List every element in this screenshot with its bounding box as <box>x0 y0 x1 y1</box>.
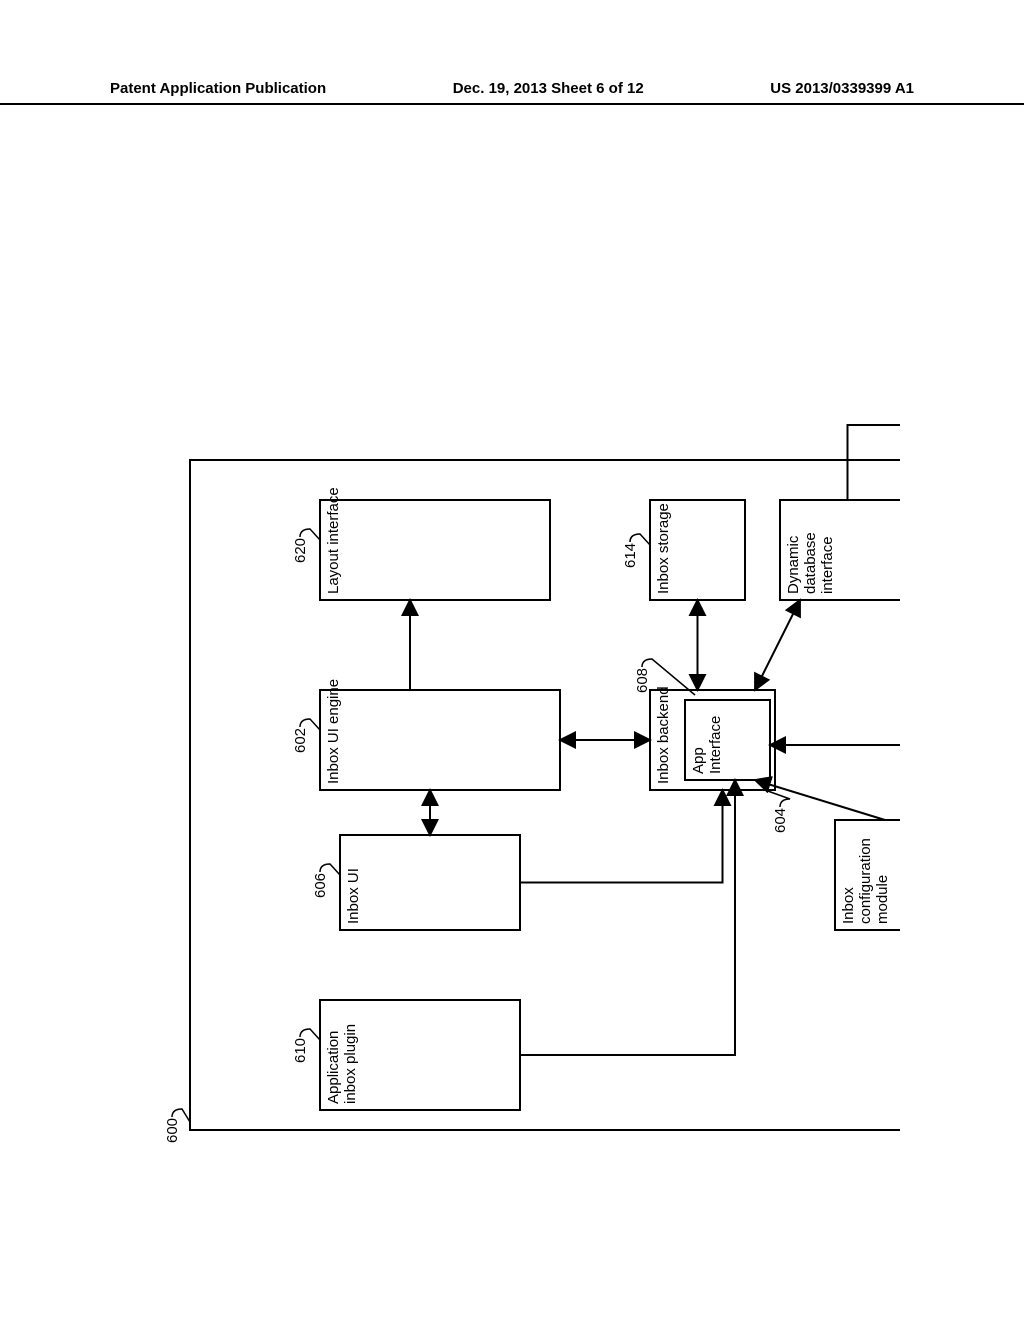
svg-text:606: 606 <box>312 873 329 898</box>
svg-text:inbox plugin: inbox plugin <box>342 1024 359 1104</box>
svg-text:608: 608 <box>634 668 651 693</box>
svg-text:App: App <box>690 747 707 774</box>
svg-text:Application: Application <box>325 1031 342 1104</box>
svg-text:interface: interface <box>819 536 836 594</box>
svg-text:610: 610 <box>292 1038 309 1063</box>
svg-text:Layout interface: Layout interface <box>325 487 342 594</box>
svg-text:604: 604 <box>772 808 789 833</box>
header-center: Dec. 19, 2013 Sheet 6 of 12 <box>453 80 644 97</box>
svg-text:Dynamic: Dynamic <box>785 535 802 594</box>
header-right: US 2013/0339399 A1 <box>770 80 914 97</box>
svg-text:614: 614 <box>622 543 639 568</box>
svg-text:Inbox UI engine: Inbox UI engine <box>325 679 342 784</box>
svg-text:Inbox UI: Inbox UI <box>345 868 362 924</box>
diagram: 600 Applicationinbox plugin Inbox UI Inbox … <box>120 140 900 1160</box>
svg-text:600: 600 <box>164 1118 181 1143</box>
page-header: Patent Application Publication Dec. 19, … <box>0 80 1024 105</box>
svg-text:Inbox backend: Inbox backend <box>655 686 672 784</box>
svg-text:Inbox storage: Inbox storage <box>655 503 672 594</box>
svg-text:Interface: Interface <box>707 716 724 774</box>
svg-text:602: 602 <box>292 728 309 753</box>
header-left: Patent Application Publication <box>110 80 326 97</box>
svg-text:module: module <box>874 875 891 924</box>
svg-text:620: 620 <box>292 538 309 563</box>
svg-text:Inbox: Inbox <box>840 887 857 924</box>
svg-text:configuration: configuration <box>857 838 874 924</box>
svg-text:database: database <box>802 532 819 594</box>
